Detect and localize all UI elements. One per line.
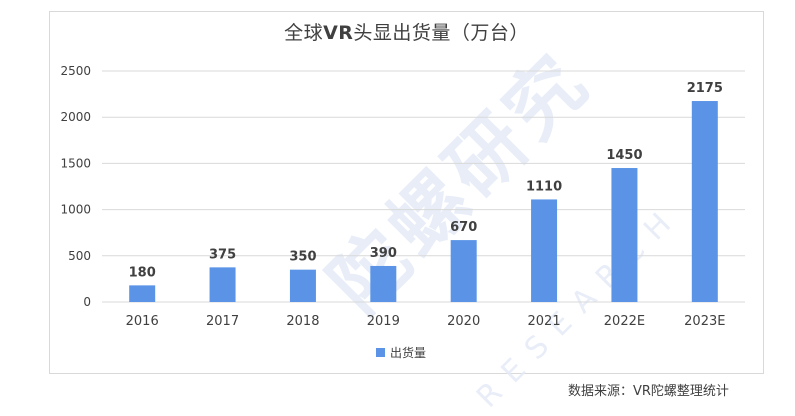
legend-label: 出货量 (390, 346, 427, 360)
data-label-2023E: 2175 (687, 81, 723, 96)
y-tick-label: 0 (83, 295, 91, 309)
bar-2018 (289, 269, 316, 302)
bar-2023E (691, 101, 718, 302)
data-label-2016: 180 (129, 265, 156, 280)
data-label-2019: 390 (370, 246, 397, 261)
bar-2017 (209, 267, 236, 302)
chart-title-prefix: 全球 (284, 22, 324, 44)
bar-2020 (450, 240, 477, 302)
y-tick-label: 1500 (60, 156, 91, 170)
x-tick-label-2016: 2016 (126, 314, 159, 329)
data-label-2018: 350 (289, 250, 316, 265)
y-tick-label: 1000 (60, 203, 91, 217)
x-tick-label-2017: 2017 (206, 314, 239, 329)
bar-2019 (370, 265, 397, 302)
x-tick-label-2019: 2019 (367, 314, 400, 329)
data-label-2020: 670 (450, 220, 477, 235)
chart-title-suffix: 头显出货量（万台） (353, 22, 529, 44)
y-tick-label: 2000 (60, 110, 91, 124)
legend: 出货量 (376, 344, 426, 361)
chart-title-bold: VR (323, 22, 354, 44)
x-tick-label-2020: 2020 (447, 314, 480, 329)
data-label-2021: 1110 (526, 179, 562, 194)
bar-2022E (611, 168, 638, 302)
source-note: 数据来源：VR陀螺整理统计 (568, 384, 729, 399)
bar-2016 (129, 285, 156, 302)
x-tick-label-2022E: 2022E (604, 314, 645, 329)
legend-swatch (376, 348, 385, 357)
y-tick-label: 500 (68, 249, 91, 263)
bar-2021 (531, 199, 558, 302)
x-tick-label-2023E: 2023E (684, 314, 725, 329)
x-tick-label-2018: 2018 (286, 314, 319, 329)
chart-title: 全球VR头显出货量（万台） (49, 18, 764, 45)
y-tick-label: 2500 (60, 64, 91, 78)
data-label-2022E: 1450 (606, 148, 642, 163)
x-tick-label-2021: 2021 (528, 314, 561, 329)
data-label-2017: 375 (209, 247, 236, 262)
